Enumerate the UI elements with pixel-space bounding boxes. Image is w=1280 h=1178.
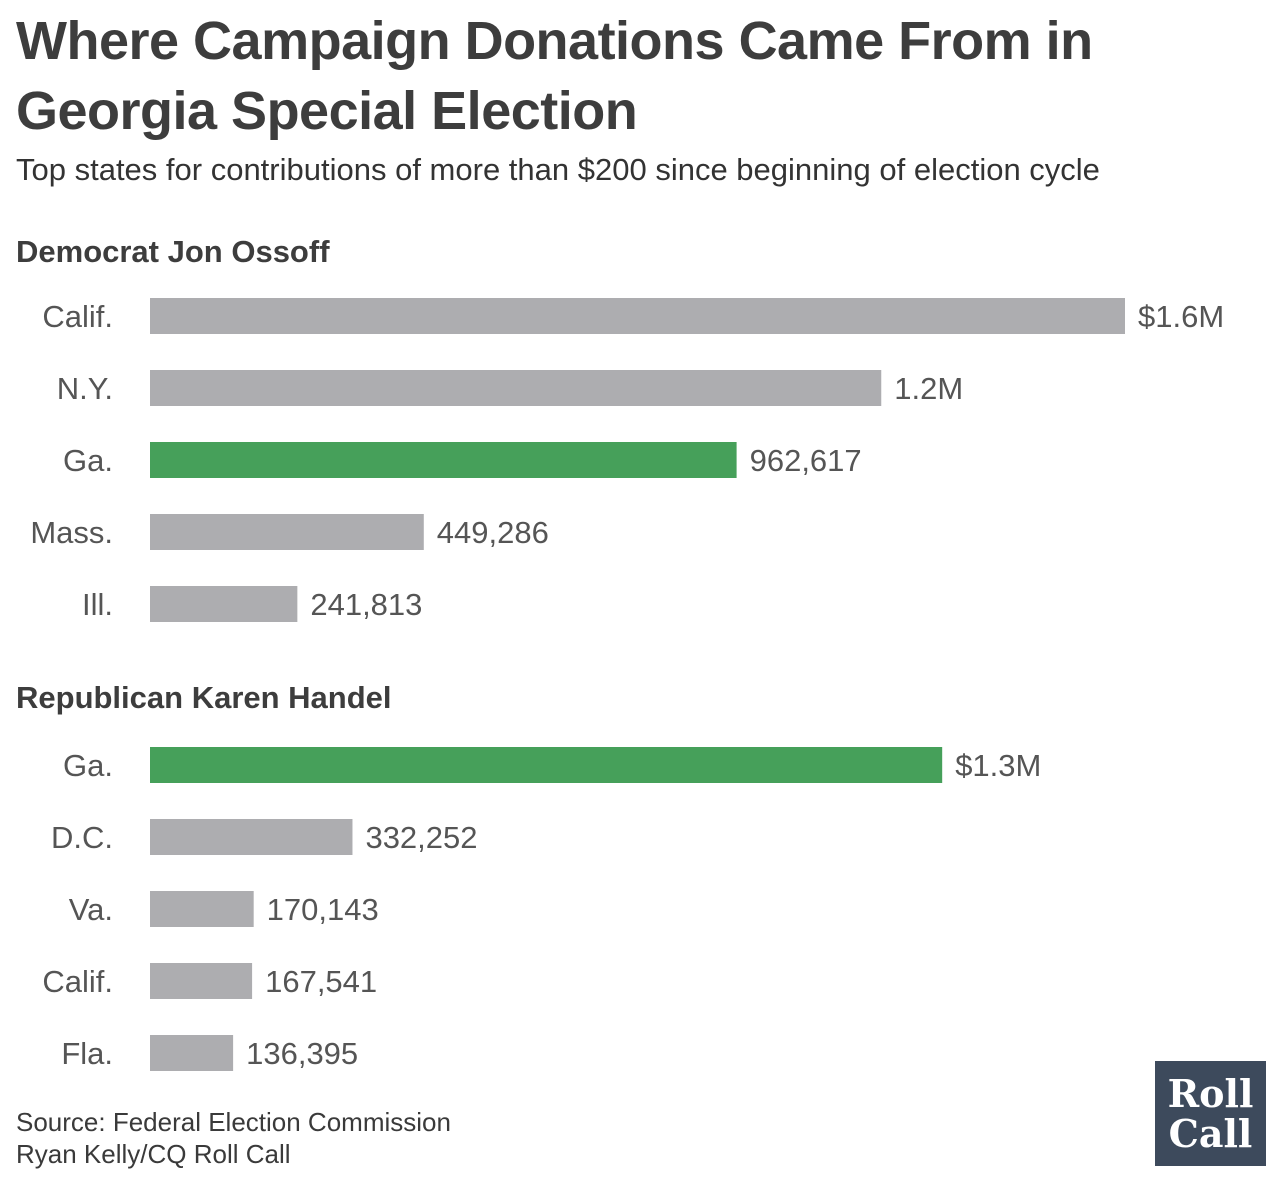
bar (150, 514, 424, 550)
panel-title: Democrat Jon Ossoff (16, 234, 330, 269)
category-label: D.C. (51, 820, 113, 855)
category-label: Ga. (63, 748, 113, 783)
bar (150, 819, 353, 855)
value-label: 962,617 (750, 443, 862, 478)
chart-subtitle: Top states for contributions of more tha… (16, 152, 1100, 187)
bar-highlight (150, 747, 943, 783)
logo-line-1: Roll (1167, 1070, 1254, 1116)
value-label: 332,252 (365, 820, 477, 855)
value-label: 241,813 (310, 587, 422, 622)
bar (150, 298, 1125, 334)
value-label: 167,541 (265, 964, 377, 999)
category-label: Ga. (63, 443, 113, 478)
roll-call-logo: Roll Call (1155, 1061, 1266, 1166)
chart-title: Where Campaign Donations Came From in Ge… (16, 11, 1093, 141)
bar (150, 370, 882, 406)
source-note: Source: Federal Election Commission (16, 1107, 451, 1137)
bar (150, 963, 253, 999)
category-label: Calif. (42, 964, 113, 999)
bar (150, 891, 254, 927)
category-label: N.Y. (57, 371, 113, 406)
value-label: 449,286 (437, 515, 549, 550)
value-label: 170,143 (267, 892, 379, 927)
bar-highlight (150, 442, 737, 478)
value-label: 1.2M (894, 371, 963, 406)
category-label: Fla. (61, 1036, 113, 1071)
category-label: Calif. (42, 299, 113, 334)
value-label: 136,395 (246, 1036, 358, 1071)
footer: Source: Federal Election Commission Ryan… (16, 1106, 451, 1170)
value-label: $1.6M (1138, 299, 1224, 334)
bar (150, 586, 298, 622)
value-label: $1.3M (955, 748, 1041, 783)
category-label: Va. (69, 892, 113, 927)
credit-note: Ryan Kelly/CQ Roll Call (16, 1139, 291, 1169)
category-label: Ill. (82, 587, 113, 622)
bar (150, 1035, 234, 1071)
category-label: Mass. (30, 515, 113, 550)
bar-charts: Democrat Jon Ossoff Calif. $1.6M N.Y. 1.2M Ga… (16, 234, 1224, 1071)
logo-line-2: Call (1168, 1110, 1253, 1156)
panel-title: Republican Karen Handel (16, 680, 392, 715)
